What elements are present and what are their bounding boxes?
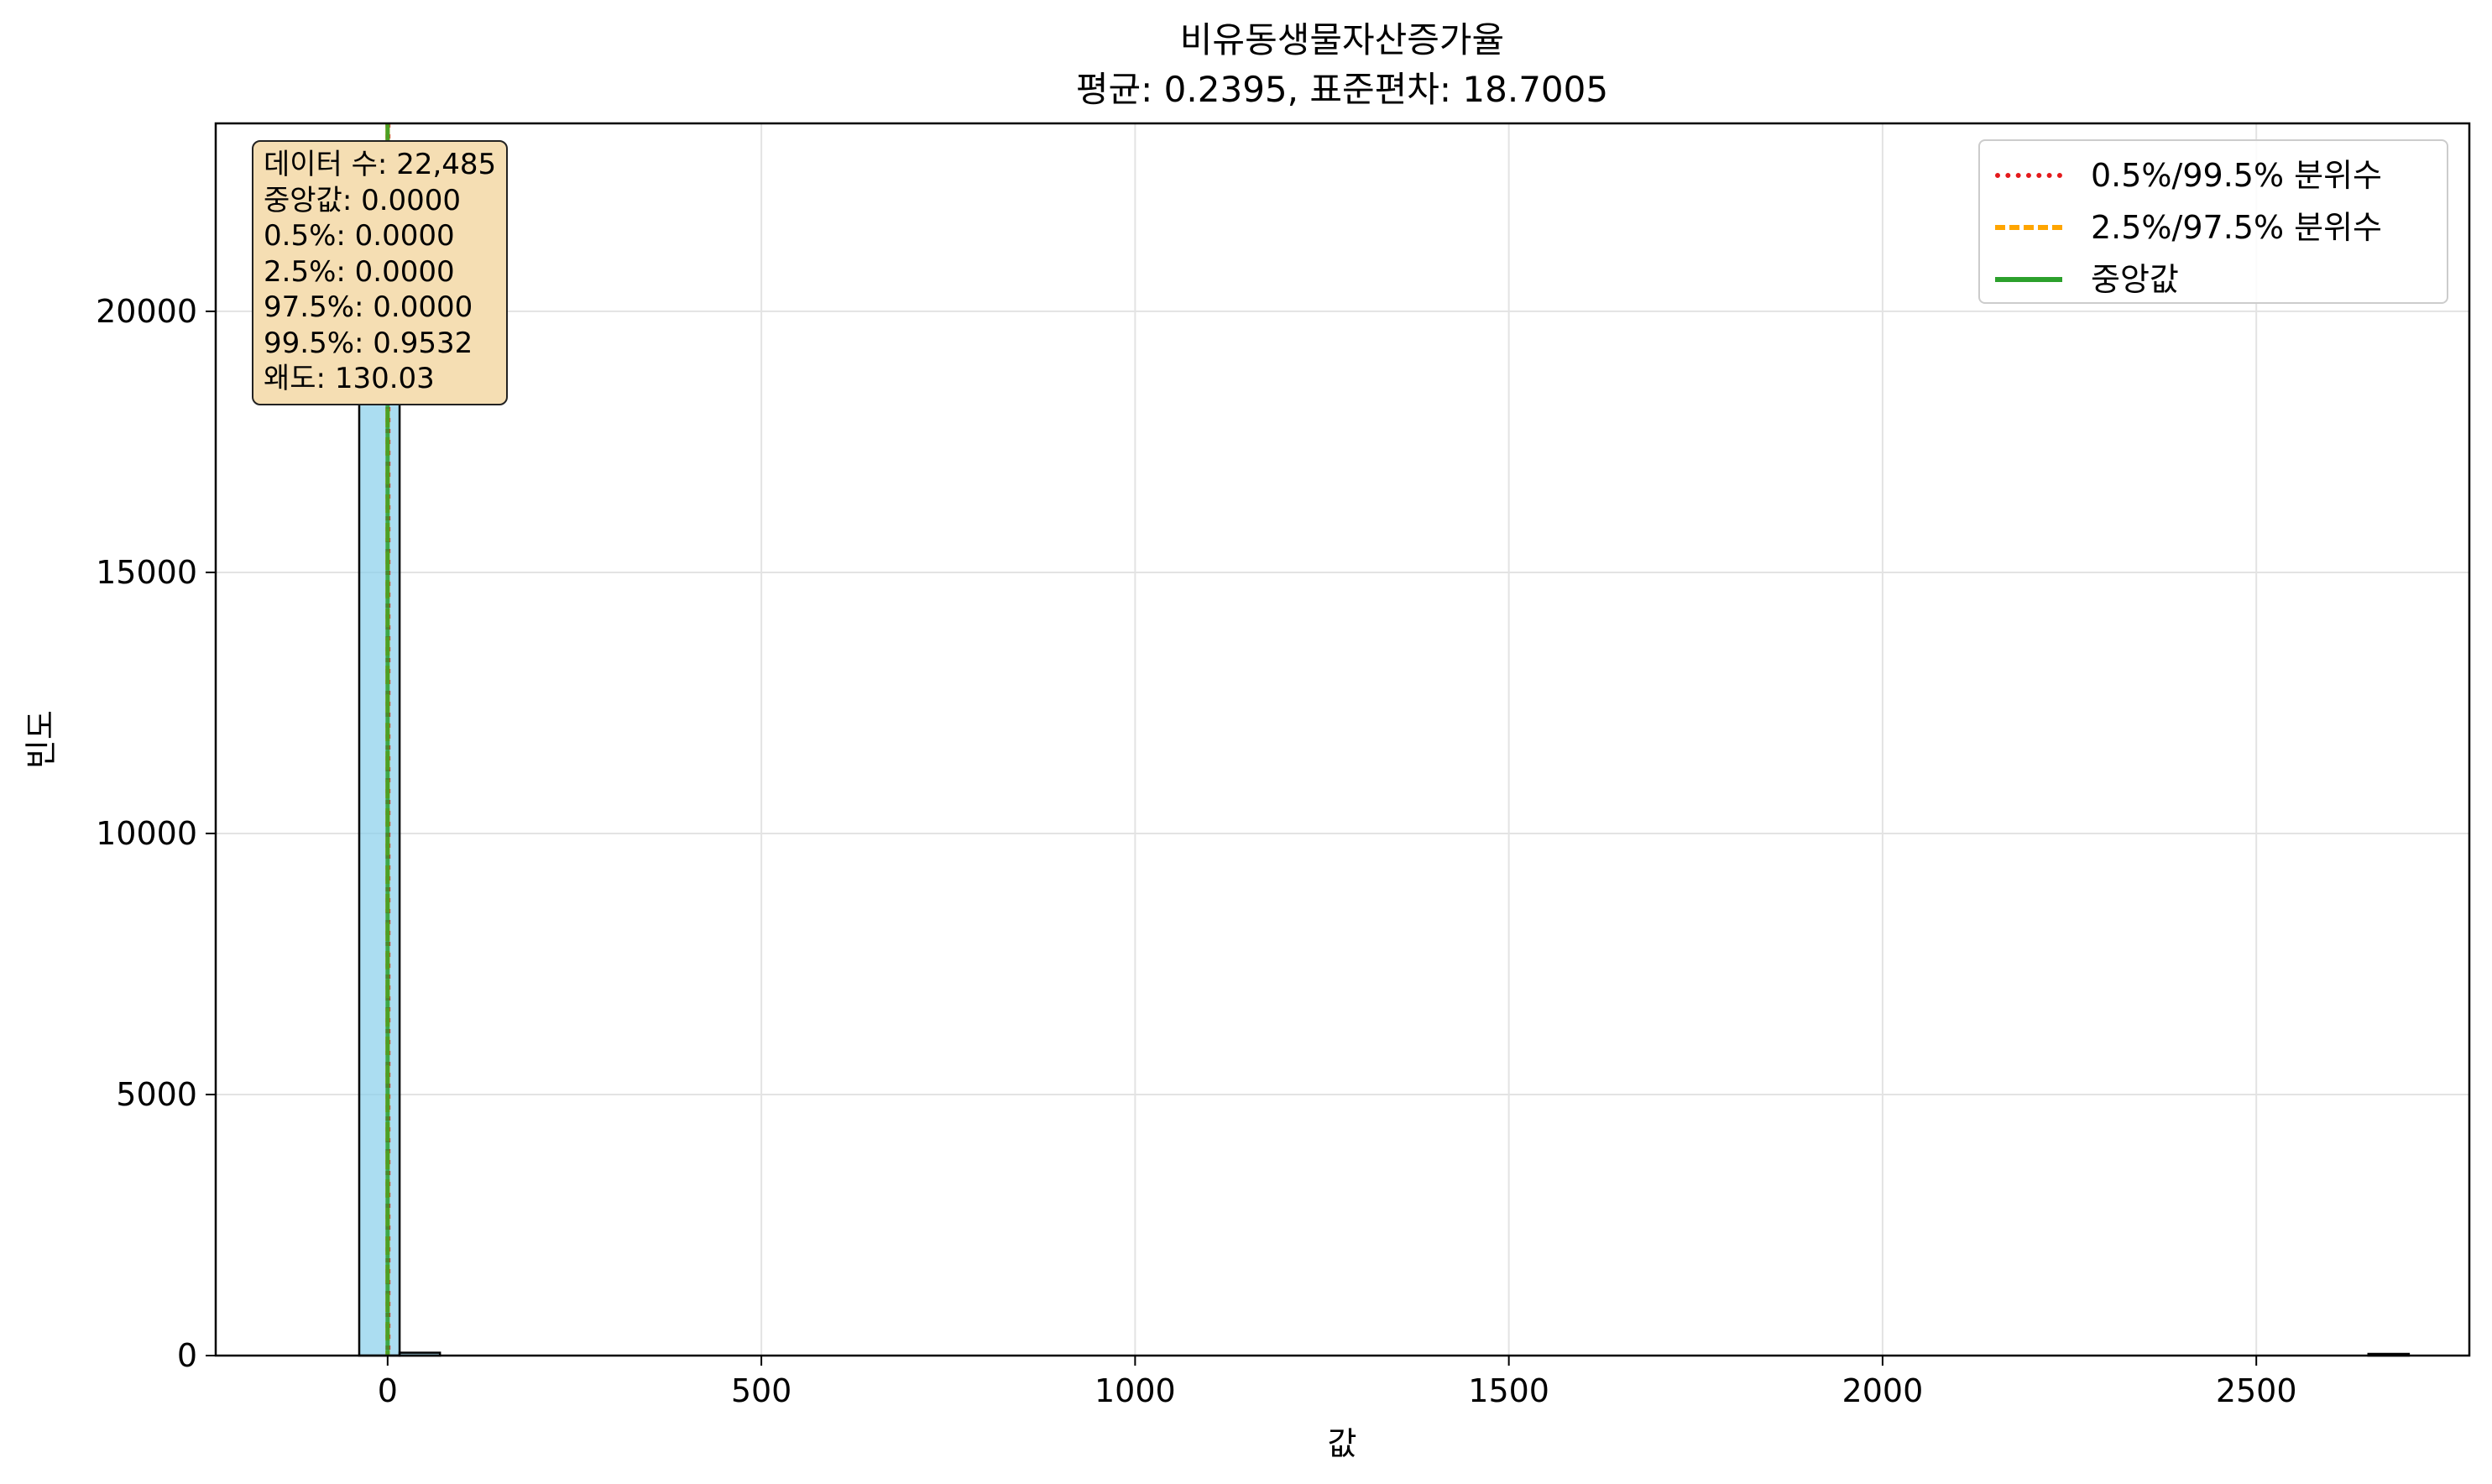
y-axis-ticks: 0 5000 10000 15000 20000 xyxy=(96,293,216,1374)
stats-median: 중앙값: 0.0000 xyxy=(264,183,462,217)
chart-title: 비유동생물자산증가율 xyxy=(1180,19,1504,60)
y-axis-label: 빈도 xyxy=(23,710,60,769)
histogram-bars xyxy=(358,184,2411,1357)
stats-count: 데이터 수: 22,485 xyxy=(264,148,497,181)
legend-label: 0.5%/99.5% 분위수 xyxy=(2091,157,2383,194)
legend-label: 중앙값 xyxy=(2091,261,2179,298)
x-tick-label: 1500 xyxy=(1468,1372,1549,1409)
stats-skewness: 왜도: 130.03 xyxy=(264,362,435,395)
x-tick-label: 1000 xyxy=(1094,1372,1176,1409)
x-tick-label: 2000 xyxy=(1842,1372,1924,1409)
stats-p2-5: 2.5%: 0.0000 xyxy=(264,254,455,289)
y-tick-label: 15000 xyxy=(96,554,197,591)
x-axis-label: 값 xyxy=(1328,1425,1357,1462)
y-tick-label: 5000 xyxy=(116,1076,197,1113)
y-tick-label: 20000 xyxy=(96,293,197,330)
plot-frame xyxy=(214,122,2471,1357)
grid-lines xyxy=(216,123,2469,1356)
stats-box: 데이터 수: 22,485 중앙값: 0.0000 0.5%: 0.0000 2… xyxy=(252,140,509,405)
y-tick-label: 10000 xyxy=(96,815,197,852)
legend: 0.5%/99.5% 분위수 2.5%/97.5% 분위수 중앙값 xyxy=(1978,139,2448,304)
legend-item-quantile-0-5: 0.5%/99.5% 분위수 xyxy=(1980,149,2447,201)
stats-p97-5: 97.5%: 0.0000 xyxy=(264,290,473,324)
x-tick-label: 500 xyxy=(731,1372,792,1409)
dashed-line-icon xyxy=(1995,225,2062,230)
y-tick-label: 0 xyxy=(177,1337,197,1374)
solid-line-icon xyxy=(1995,277,2062,282)
legend-item-median: 중앙값 xyxy=(1980,253,2447,306)
legend-label: 2.5%/97.5% 분위수 xyxy=(2091,209,2383,246)
stats-p99-5: 99.5%: 0.9532 xyxy=(264,326,473,360)
stats-p0-5: 0.5%: 0.0000 xyxy=(264,219,455,253)
legend-item-quantile-2-5: 2.5%/97.5% 분위수 xyxy=(1980,201,2447,253)
x-tick-label: 2500 xyxy=(2216,1372,2297,1409)
x-tick-label: 0 xyxy=(378,1372,398,1409)
x-axis-ticks: 0 500 1000 1500 2000 2500 xyxy=(378,1356,2297,1409)
chart-subtitle: 평균: 0.2395, 표준편차: 18.7005 xyxy=(1076,69,1608,110)
dotted-line-icon xyxy=(1995,173,2062,178)
